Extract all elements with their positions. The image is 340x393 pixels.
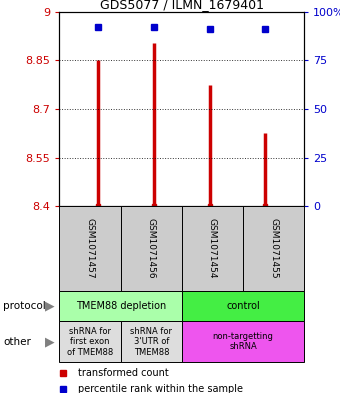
Text: GSM1071454: GSM1071454	[208, 219, 217, 279]
Text: shRNA for
first exon
of TMEM88: shRNA for first exon of TMEM88	[67, 327, 113, 356]
Text: transformed count: transformed count	[78, 368, 169, 378]
Bar	[182, 206, 243, 291]
Text: protocol: protocol	[3, 301, 46, 311]
Bar	[59, 321, 121, 362]
Bar	[243, 206, 304, 291]
Text: non-targetting
shRNA: non-targetting shRNA	[212, 332, 274, 351]
Text: GSM1071456: GSM1071456	[147, 218, 156, 279]
Text: TMEM88 depletion: TMEM88 depletion	[75, 301, 166, 311]
Text: GSM1071457: GSM1071457	[86, 218, 95, 279]
Text: shRNA for
3'UTR of
TMEM88: shRNA for 3'UTR of TMEM88	[130, 327, 172, 356]
Text: ▶: ▶	[45, 335, 54, 348]
Bar	[121, 206, 182, 291]
Text: percentile rank within the sample: percentile rank within the sample	[78, 384, 243, 393]
Text: ▶: ▶	[45, 299, 54, 312]
Title: GDS5077 / ILMN_1679401: GDS5077 / ILMN_1679401	[100, 0, 264, 11]
Text: GSM1071455: GSM1071455	[269, 218, 278, 279]
Bar	[59, 206, 121, 291]
Bar	[59, 291, 182, 321]
Bar	[182, 321, 304, 362]
Text: other: other	[3, 337, 31, 347]
Text: control: control	[226, 301, 260, 311]
Bar	[121, 321, 182, 362]
Bar	[182, 291, 304, 321]
